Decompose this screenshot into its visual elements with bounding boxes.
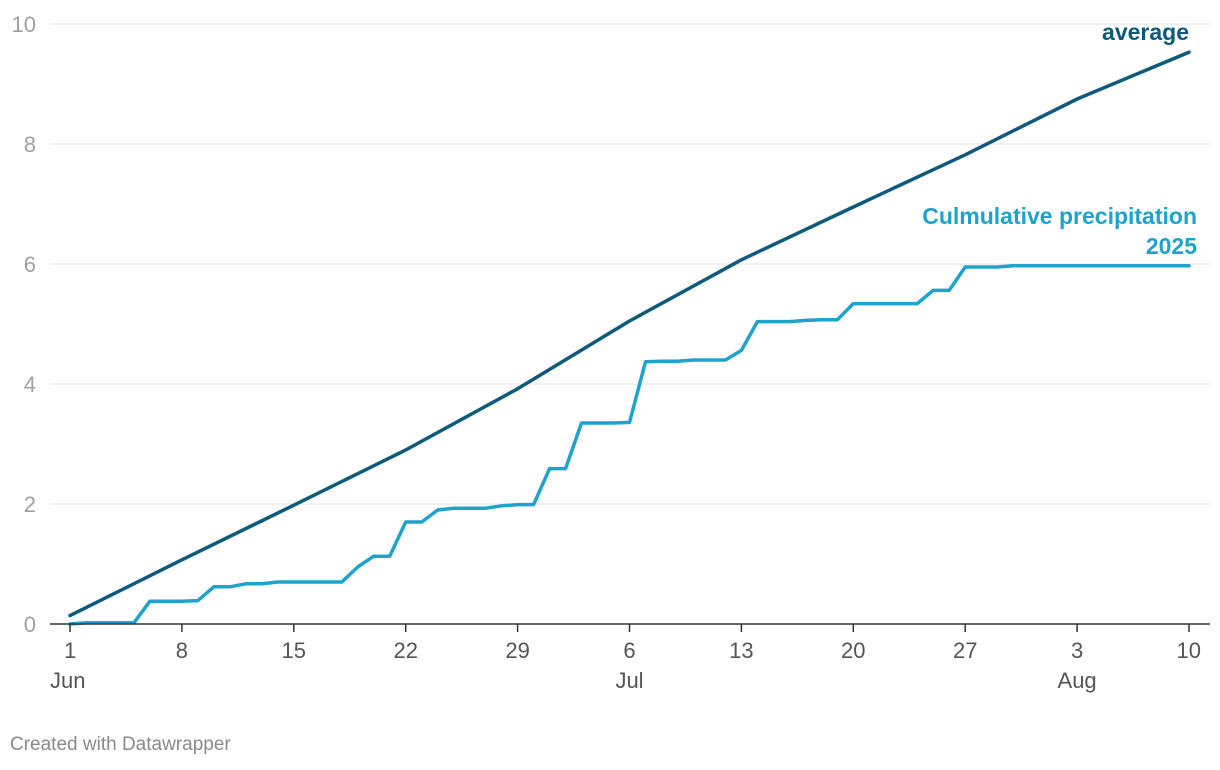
gridlines: [50, 23, 1210, 505]
datawrapper-credit: Created with Datawrapper: [10, 734, 231, 755]
y-tick-label: 2: [24, 492, 36, 517]
line-chart: 0 2 4 6 8 10 1 Jun 8 15 22 29 6 Jul 13 20 27 3 Aug 10 aver…: [12, 12, 1210, 693]
x-tick-label: 15: [282, 638, 306, 663]
series-line-average: [68, 50, 1191, 618]
y-tick-label: 10: [12, 12, 36, 37]
x-tick-label: 20: [841, 638, 865, 663]
x-tick-label: 3: [1071, 638, 1083, 663]
x-month-label: Aug: [1058, 668, 1097, 693]
y-tick-label: 4: [24, 372, 36, 397]
series-label-precipitation-2025: Culmulative precipitation: [922, 203, 1197, 229]
x-tick-label: 13: [729, 638, 753, 663]
x-tick-label: 6: [623, 638, 635, 663]
x-tick-label: 1: [64, 638, 76, 663]
x-tick-label: 29: [505, 638, 529, 663]
y-tick-label: 8: [24, 132, 36, 157]
series-labels: average Culmulative precipitation 2025: [922, 19, 1197, 259]
x-tick-label: 10: [1177, 638, 1201, 663]
x-month-label: Jun: [50, 668, 85, 693]
x-month-label: Jul: [615, 668, 643, 693]
series-line-precipitation-2025: [68, 264, 1191, 626]
y-axis-ticks: 0 2 4 6 8 10: [12, 12, 36, 637]
y-tick-label: 0: [24, 612, 36, 637]
y-tick-label: 6: [24, 252, 36, 277]
series-label-average: average: [1102, 19, 1189, 45]
x-tick-label: 27: [953, 638, 977, 663]
series-label-precipitation-2025: 2025: [1146, 233, 1197, 259]
series-lines: [68, 50, 1191, 626]
x-tick-label: 8: [176, 638, 188, 663]
x-tick-label: 22: [393, 638, 417, 663]
x-axis-ticks: 1 Jun 8 15 22 29 6 Jul 13 20 27 3 Aug 10: [50, 624, 1201, 693]
